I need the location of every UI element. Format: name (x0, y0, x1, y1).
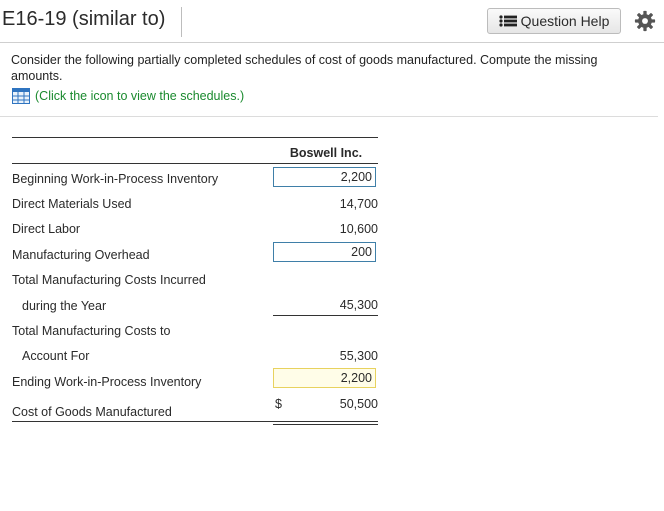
double-rule-bottom (273, 424, 378, 425)
total-account-label-cont: Account For (22, 349, 90, 363)
currency-symbol: $ (275, 397, 282, 411)
header-bar: E16-19 (similar to) Question Help (0, 0, 664, 43)
cogm-value: 50,500 (339, 397, 378, 411)
total-incurred-value: 45,300 (339, 298, 378, 312)
subtotal-rule (273, 315, 378, 316)
list-icon (499, 15, 517, 27)
title-divider (181, 7, 182, 37)
cogm-label: Cost of Goods Manufactured (12, 405, 172, 419)
question-help-button[interactable]: Question Help (487, 8, 621, 34)
mfg-overhead-input[interactable] (273, 242, 376, 262)
question-help-label: Question Help (520, 13, 610, 29)
page-title: E16-19 (similar to) (2, 8, 166, 30)
ending-wip-label: Ending Work-in-Process Inventory (12, 375, 202, 389)
double-rule-top (12, 421, 378, 422)
total-incurred-label-cont: during the Year (22, 299, 107, 313)
direct-labor-value: 10,600 (339, 222, 378, 236)
top-rule (12, 137, 378, 138)
view-schedules-label: (Click the icon to view the schedules.) (35, 89, 245, 103)
gear-icon[interactable] (634, 10, 656, 32)
mfg-overhead-label: Manufacturing Overhead (12, 248, 150, 262)
beginning-wip-input[interactable] (273, 167, 376, 187)
total-account-value: 55,300 (339, 349, 378, 363)
beginning-wip-label: Beginning Work-in-Process Inventory (12, 172, 219, 186)
total-account-label: Total Manufacturing Costs to (12, 324, 171, 338)
direct-labor-label: Direct Labor (12, 222, 81, 236)
problem-statement: Consider the following partially complet… (11, 53, 598, 83)
ending-wip-input[interactable] (273, 368, 376, 388)
header-rule (12, 163, 378, 164)
total-incurred-label: Total Manufacturing Costs Incurred (12, 273, 206, 287)
table-icon (12, 88, 30, 104)
direct-materials-label: Direct Materials Used (12, 197, 132, 211)
company-header: Boswell Inc. (289, 146, 363, 160)
direct-materials-value: 14,700 (339, 197, 378, 211)
section-divider (0, 116, 658, 117)
view-schedules-link[interactable]: (Click the icon to view the schedules.) (12, 88, 244, 104)
